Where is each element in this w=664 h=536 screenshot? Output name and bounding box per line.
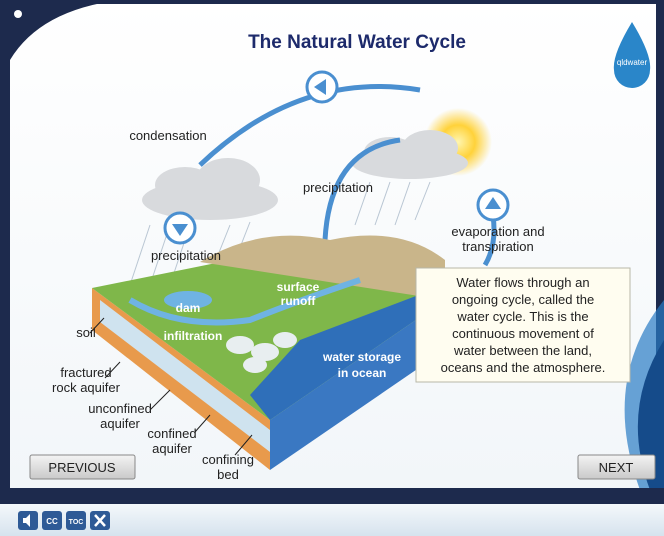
- cc-label[interactable]: CC: [46, 517, 58, 526]
- previous-label[interactable]: PREVIOUS: [48, 460, 116, 475]
- next-label[interactable]: NEXT: [599, 460, 634, 475]
- label: condensation: [129, 128, 206, 143]
- frame-left: [0, 0, 10, 490]
- label: precipitation: [303, 180, 373, 195]
- audio-button[interactable]: [18, 511, 38, 530]
- label: soil: [76, 325, 96, 340]
- title: The Natural Water Cycle: [248, 32, 466, 53]
- logo-text: qldwater: [617, 58, 648, 67]
- toc-button[interactable]: TOC: [66, 511, 86, 530]
- toc-label[interactable]: TOC: [69, 519, 84, 526]
- next-button[interactable]: NEXT: [578, 455, 655, 479]
- label: infiltration: [164, 329, 223, 343]
- screen: The Natural Water Cycle qldwater condens…: [0, 0, 664, 536]
- cc-button[interactable]: CC: [42, 511, 62, 530]
- label: dam: [176, 301, 201, 315]
- corner-dot: [14, 10, 22, 18]
- label: precipitation: [151, 248, 221, 263]
- close-button[interactable]: [90, 511, 110, 530]
- previous-button[interactable]: PREVIOUS: [30, 455, 135, 479]
- bottom-bar: [0, 488, 664, 504]
